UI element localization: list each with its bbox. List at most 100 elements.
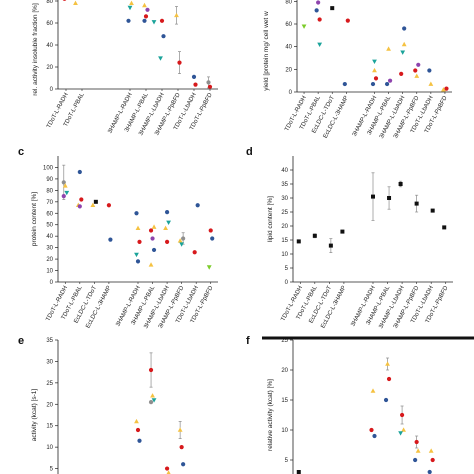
data-point xyxy=(161,34,166,39)
data-point xyxy=(385,361,390,366)
data-point xyxy=(369,427,374,433)
data-point xyxy=(164,239,170,245)
data-point xyxy=(164,466,170,471)
panel-a: 0 20 40 60 80 rel. activity insoluble fractio… xyxy=(32,0,218,137)
data-point xyxy=(340,229,345,234)
data-point xyxy=(127,5,133,11)
data-point xyxy=(142,2,147,8)
data-point xyxy=(387,78,393,83)
data-point xyxy=(135,259,141,264)
y-tick-label: 50 xyxy=(46,223,53,229)
data-point xyxy=(430,457,435,463)
data-point xyxy=(428,448,434,453)
data-point xyxy=(134,418,139,424)
data-point xyxy=(179,445,184,450)
data-point xyxy=(316,0,321,5)
y-tick-label: 10 xyxy=(46,269,53,275)
data-point xyxy=(151,247,157,253)
data-point xyxy=(134,252,139,258)
y-tick-label: 40 xyxy=(46,43,53,49)
y-tick-label: 20 xyxy=(285,67,292,73)
data-point xyxy=(301,24,307,29)
data-point xyxy=(208,228,213,233)
data-point xyxy=(400,50,406,55)
y-tick-label: 20 xyxy=(46,65,53,71)
data-point xyxy=(441,87,446,92)
data-point xyxy=(386,46,391,51)
y-tick-label: 100 xyxy=(43,165,54,171)
data-point xyxy=(296,470,301,474)
data-point xyxy=(163,225,168,230)
y-tick-label: 0 xyxy=(285,280,289,286)
data-point xyxy=(296,239,301,244)
data-point xyxy=(143,14,149,19)
data-point xyxy=(135,225,141,230)
y-axis-label: yield [protein mg/ cell wet w xyxy=(263,11,270,91)
data-point xyxy=(192,250,197,255)
y-tick-label: 35 xyxy=(281,182,288,188)
data-point xyxy=(444,86,449,91)
data-point xyxy=(372,67,377,73)
data-point xyxy=(372,433,377,439)
data-point xyxy=(166,470,171,474)
data-point xyxy=(330,6,335,11)
data-point xyxy=(370,81,376,87)
y-tick-label: 80 xyxy=(46,0,53,5)
data-point xyxy=(442,225,447,230)
data-point xyxy=(137,239,142,245)
data-point xyxy=(398,431,403,436)
data-point xyxy=(137,438,142,443)
data-point xyxy=(430,208,435,213)
data-point xyxy=(148,400,154,405)
data-point xyxy=(195,203,200,208)
data-point xyxy=(179,242,185,247)
y-axis-label: protein content [%] xyxy=(31,192,38,246)
data-point xyxy=(414,439,419,445)
data-point xyxy=(106,203,112,208)
y-tick-label: 10 xyxy=(281,252,288,258)
data-point xyxy=(61,180,66,185)
data-point xyxy=(386,376,392,382)
y-tick-label: 70 xyxy=(46,200,53,206)
data-point xyxy=(191,74,197,79)
data-point xyxy=(151,398,157,403)
data-point xyxy=(193,82,198,87)
data-point xyxy=(79,197,84,202)
y-tick-label: 5 xyxy=(285,458,289,464)
data-point xyxy=(158,56,163,61)
y-tick-label: 60 xyxy=(46,211,53,217)
data-point xyxy=(345,18,350,23)
data-point xyxy=(148,228,154,233)
data-point xyxy=(399,412,405,418)
panel-e: 5 10 15 20 25 30 35 activity (kcat) [s-1] e xyxy=(18,335,186,474)
y-tick-label: 80 xyxy=(46,188,53,194)
data-point xyxy=(414,73,420,78)
data-point xyxy=(371,194,375,199)
y-tick-label: 10 xyxy=(46,445,53,451)
data-point xyxy=(416,62,421,67)
y-tick-label: 5 xyxy=(285,266,289,272)
data-point xyxy=(126,18,131,23)
data-point xyxy=(148,367,154,373)
y-tick-label: 20 xyxy=(46,402,53,408)
data-point xyxy=(73,0,78,6)
data-point xyxy=(312,233,317,238)
y-axis-label: relative activity (kcat) [%] xyxy=(267,379,274,451)
data-point xyxy=(401,41,407,47)
data-point xyxy=(150,393,155,398)
y-tick-label: 30 xyxy=(46,359,53,365)
y-tick-label: 20 xyxy=(281,224,288,230)
data-point xyxy=(210,236,215,241)
data-point xyxy=(64,190,70,196)
data-point xyxy=(207,84,213,89)
y-tick-label: 30 xyxy=(46,246,53,252)
data-point xyxy=(314,8,319,13)
data-point xyxy=(181,236,186,241)
data-point xyxy=(164,210,170,215)
panel-c: 0 10 20 30 40 50 60 70 80 90 100 protein content [%… xyxy=(18,146,218,330)
data-point xyxy=(373,76,379,81)
data-point xyxy=(328,243,333,248)
y-tick-label: 40 xyxy=(46,234,53,240)
data-point xyxy=(413,68,418,73)
